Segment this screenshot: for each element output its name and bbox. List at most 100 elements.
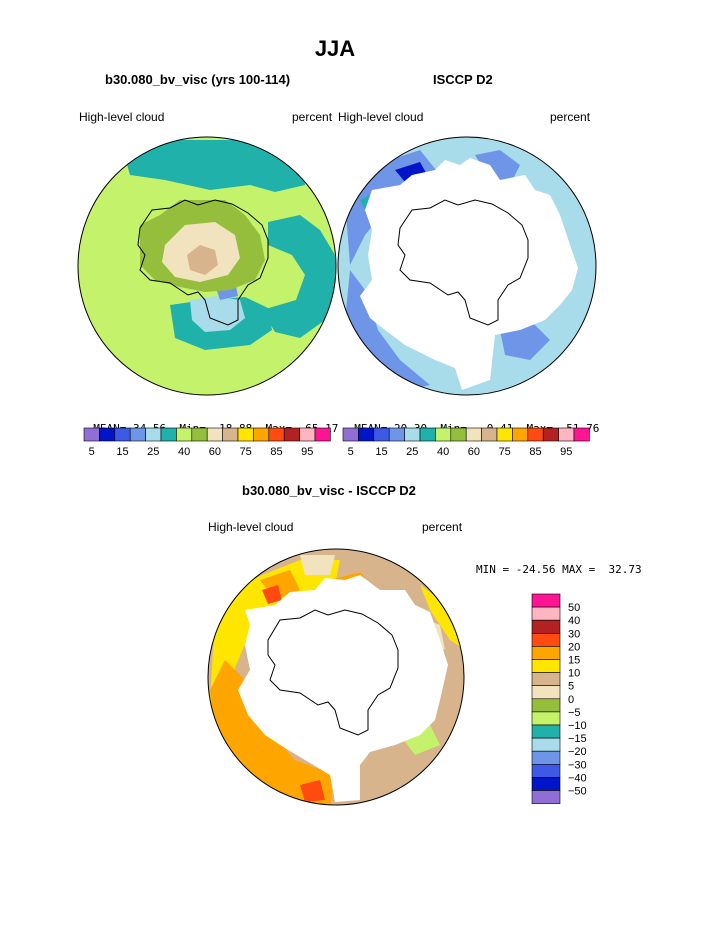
colorbar-swatch xyxy=(512,427,529,442)
colorbar-tick-label: 85 xyxy=(270,446,282,458)
colorbar-tick-label: 85 xyxy=(529,446,541,458)
colorbar-swatch xyxy=(373,427,390,442)
colorbar-swatch xyxy=(358,427,375,442)
map-model-border xyxy=(77,136,337,396)
colorbar-swatch xyxy=(206,427,223,442)
colorbar-swatch xyxy=(531,646,561,660)
colorbar-tick-label: −30 xyxy=(568,759,587,771)
colorbar-tick-label: 15 xyxy=(375,446,387,458)
colorbar-swatch xyxy=(558,427,575,442)
colorbar-swatch xyxy=(388,427,405,442)
panel1-variable-label: High-level cloud xyxy=(79,110,165,124)
colorbar-swatch xyxy=(342,427,359,442)
map-isccp xyxy=(338,137,596,395)
panel3-stats: MIN = -24.56 MAX = 32.73 xyxy=(476,563,642,576)
panel1-header: b30.080_bv_visc (yrs 100-114) xyxy=(105,72,291,87)
colorbar-tick-label: 50 xyxy=(568,602,580,614)
colorbar-tick-label: 15 xyxy=(116,446,128,458)
colorbar-swatch xyxy=(314,427,331,442)
colorbar-tick-label: 10 xyxy=(568,668,580,680)
colorbar-tick-label: 95 xyxy=(301,446,313,458)
colorbar-model: 5 15 25 40 60 75 85 95 xyxy=(83,427,331,458)
map-model-coastline xyxy=(137,199,269,326)
colorbar-swatch xyxy=(527,427,544,442)
colorbar-tick-label: 60 xyxy=(468,446,480,458)
colorbar-swatch xyxy=(145,427,162,442)
colorbar-swatch xyxy=(531,763,561,778)
colorbar-swatch xyxy=(83,427,100,442)
colorbar-tick-label: 40 xyxy=(437,446,449,458)
colorbar-swatch xyxy=(531,750,561,765)
colorbar-tick-label: 20 xyxy=(568,641,580,653)
colorbar-swatch xyxy=(531,777,561,791)
colorbar-swatch xyxy=(531,606,561,621)
colorbar-swatch xyxy=(268,427,285,442)
map-difference xyxy=(208,549,464,805)
colorbar-swatch xyxy=(531,737,561,752)
colorbar-tick-label: 5 xyxy=(348,446,354,458)
colorbar-swatch xyxy=(404,427,421,442)
colorbar-swatch xyxy=(531,685,561,700)
colorbar-tick-label: −10 xyxy=(568,720,587,732)
colorbar-tick-label: −50 xyxy=(568,786,587,798)
colorbar-swatch xyxy=(531,619,561,634)
colorbar-swatch xyxy=(573,427,590,442)
colorbar-tick-label: 25 xyxy=(147,446,159,458)
colorbar-tick-label: 95 xyxy=(560,446,572,458)
colorbar-swatch xyxy=(531,724,561,739)
colorbar-swatch xyxy=(531,672,561,686)
panel1-units-label: percent xyxy=(292,110,333,124)
colorbar-tick-label: 5 xyxy=(89,446,95,458)
colorbar-tick-label: 5 xyxy=(568,681,574,693)
colorbar-swatch xyxy=(531,698,561,713)
map-model xyxy=(78,137,336,395)
panel3-header: b30.080_bv_visc - ISCCP D2 xyxy=(242,483,416,498)
colorbar-swatch xyxy=(531,790,561,804)
colorbar-tick-label: −15 xyxy=(568,733,587,745)
colorbar-swatch xyxy=(99,427,116,442)
colorbar-tick-label: 25 xyxy=(406,446,418,458)
colorbar-tick-label: 30 xyxy=(568,628,580,640)
colorbar-swatch xyxy=(129,427,146,442)
colorbar-swatch xyxy=(176,427,193,442)
panel3-units-label: percent xyxy=(422,520,463,534)
colorbar-swatch xyxy=(222,427,239,442)
colorbar-swatch xyxy=(531,593,561,608)
colorbar-swatch xyxy=(450,427,467,442)
colorbar-tick-label: −5 xyxy=(568,707,581,719)
colorbar-tick-label: 75 xyxy=(499,446,511,458)
colorbar-tick-label: 60 xyxy=(209,446,221,458)
colorbar-swatch xyxy=(114,427,131,442)
colorbar-isccp: 5 15 25 40 60 75 85 95 xyxy=(342,427,590,458)
colorbar-tick-label: −20 xyxy=(568,746,587,758)
colorbar-swatch xyxy=(253,427,270,442)
panel2-variable-label: High-level cloud xyxy=(338,110,424,124)
colorbar-swatch xyxy=(435,427,452,442)
panel3-variable-label: High-level cloud xyxy=(208,520,294,534)
colorbar-swatch xyxy=(299,427,316,442)
colorbar-tick-label: 40 xyxy=(568,615,580,627)
colorbar-swatch xyxy=(160,427,177,442)
colorbar-swatch xyxy=(465,427,482,442)
colorbar-swatch xyxy=(496,427,513,442)
colorbar-tick-label: 75 xyxy=(240,446,252,458)
colorbar-swatch xyxy=(481,427,498,442)
page-title: JJA xyxy=(314,36,356,61)
panel2-units-label: percent xyxy=(550,110,591,124)
map-difference-border xyxy=(207,548,465,806)
colorbar-swatch xyxy=(531,632,561,647)
colorbar-swatch xyxy=(531,659,561,673)
colorbar-swatch xyxy=(531,711,561,726)
map-isccp-coastline xyxy=(397,199,529,326)
map-isccp-border xyxy=(337,136,597,396)
colorbar-tick-label: 0 xyxy=(568,694,574,706)
colorbar-swatch xyxy=(237,427,254,442)
colorbar-tick-label: −40 xyxy=(568,772,587,784)
colorbar-swatch xyxy=(283,427,300,442)
colorbar-tick-label: 15 xyxy=(568,655,580,667)
colorbar-swatch xyxy=(419,427,436,442)
colorbar-swatch xyxy=(542,427,559,442)
map-difference-coastline xyxy=(267,609,399,736)
